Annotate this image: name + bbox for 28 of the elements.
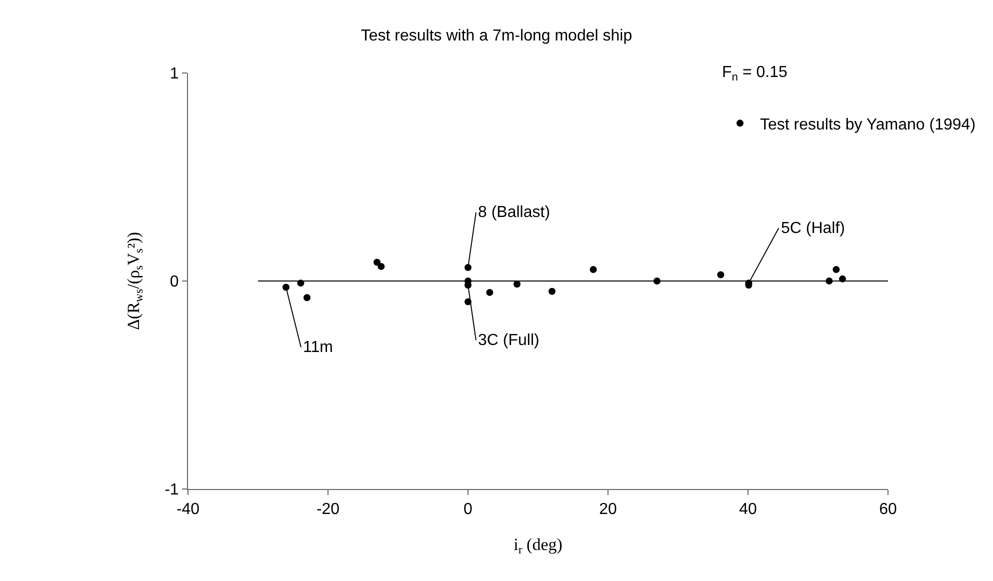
point	[486, 288, 494, 296]
x-tick-label: -40	[176, 501, 200, 518]
x-axis-title: i$_{r}$ (deg)	[514, 535, 562, 557]
point	[717, 271, 724, 278]
annotation: 5C (Half)	[781, 220, 846, 237]
point	[464, 264, 472, 271]
annotation: 3C (Full)	[478, 332, 540, 349]
y-tick-label: 1	[170, 66, 179, 83]
x-tick-label: 0	[464, 501, 473, 518]
point	[832, 266, 840, 274]
legend-label: Test results by Yamano (1994)	[760, 116, 976, 134]
annotation: 8 (Ballast)	[478, 204, 550, 221]
y-tick-label: 0	[170, 274, 179, 291]
point	[374, 258, 380, 266]
point	[548, 288, 556, 295]
annotation: 11m	[303, 339, 333, 356]
point	[304, 294, 310, 302]
x-tick-label: -20	[316, 501, 340, 518]
x-tick-label: 60	[879, 501, 897, 518]
point	[464, 282, 472, 289]
chart-title: Test results with a 7m-long model ship	[360, 27, 632, 44]
point	[378, 262, 385, 270]
annotation: F$_{n}$ = 0.15	[722, 64, 788, 84]
x-tick-label: 40	[739, 501, 757, 518]
point	[590, 266, 597, 274]
x-tick-label: 20	[599, 501, 617, 518]
y-tick-label: -1	[164, 482, 179, 499]
point	[514, 280, 520, 288]
